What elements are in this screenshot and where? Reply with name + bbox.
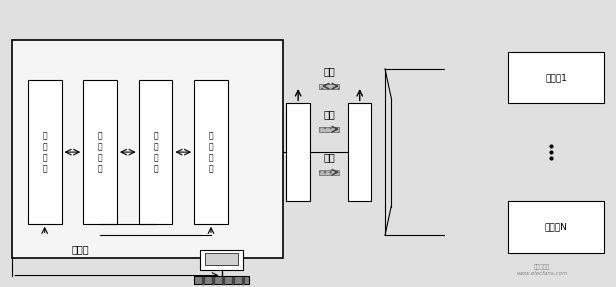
FancyArrowPatch shape bbox=[319, 169, 339, 175]
FancyBboxPatch shape bbox=[139, 80, 172, 224]
Text: 耦
合
模
块: 耦 合 模 块 bbox=[209, 131, 213, 173]
FancyBboxPatch shape bbox=[194, 276, 249, 284]
FancyArrowPatch shape bbox=[319, 83, 339, 89]
Text: 应答器N: 应答器N bbox=[545, 222, 567, 231]
Text: 电子发烧友
www.elecfans.com: 电子发烧友 www.elecfans.com bbox=[516, 264, 568, 276]
FancyBboxPatch shape bbox=[286, 103, 310, 201]
Text: 阅读器: 阅读器 bbox=[71, 244, 89, 254]
Bar bbox=[319, 127, 339, 132]
Text: 数据: 数据 bbox=[323, 66, 335, 76]
Text: 应答器1: 应答器1 bbox=[545, 73, 567, 82]
FancyBboxPatch shape bbox=[205, 253, 238, 265]
FancyBboxPatch shape bbox=[194, 80, 228, 224]
Text: 收
发
模
块: 收 发 模 块 bbox=[153, 131, 158, 173]
FancyBboxPatch shape bbox=[508, 201, 604, 253]
FancyBboxPatch shape bbox=[348, 103, 371, 201]
Bar bbox=[319, 170, 339, 175]
Text: 能量: 能量 bbox=[323, 152, 335, 162]
Text: 时序: 时序 bbox=[323, 109, 335, 119]
FancyBboxPatch shape bbox=[12, 40, 283, 258]
Bar bbox=[319, 84, 339, 89]
FancyBboxPatch shape bbox=[83, 80, 117, 224]
FancyBboxPatch shape bbox=[200, 250, 243, 270]
Text: 控
制
模
块: 控 制 模 块 bbox=[98, 131, 102, 173]
FancyArrowPatch shape bbox=[319, 126, 339, 132]
Text: 接
口
单
元: 接 口 单 元 bbox=[43, 131, 47, 173]
FancyBboxPatch shape bbox=[28, 80, 62, 224]
FancyBboxPatch shape bbox=[508, 52, 604, 103]
